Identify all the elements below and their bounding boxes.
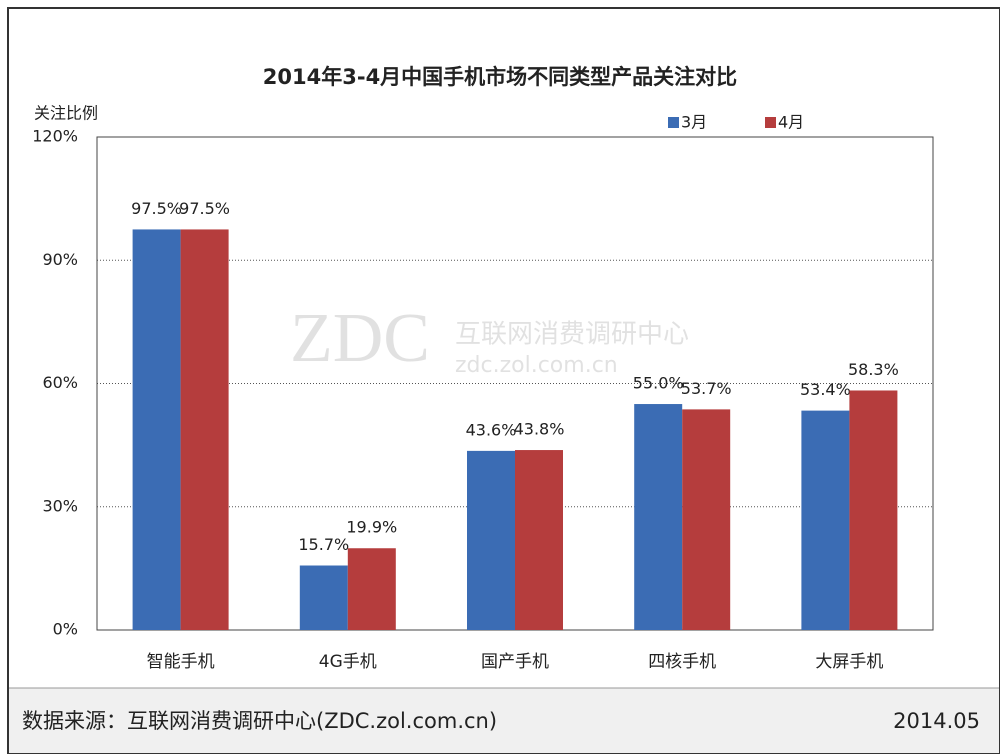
value-label: 19.9% (346, 518, 397, 537)
y-tick-label: 30% (42, 496, 78, 515)
value-label: 43.8% (514, 420, 565, 439)
value-label: 53.4% (800, 380, 851, 399)
watermark-url: zdc.zol.com.cn (455, 353, 618, 378)
value-label: 97.5% (131, 199, 182, 218)
bar (299, 565, 348, 630)
legend-swatch (765, 117, 776, 128)
x-tick-label: 4G手机 (319, 652, 377, 672)
watermark-name: 互联网消费调研中心 (455, 320, 689, 350)
y-tick-label: 90% (42, 250, 78, 269)
value-label: 97.5% (179, 199, 230, 218)
bar (682, 409, 731, 630)
bar (180, 229, 229, 630)
chart-title: 2014年3-4月中国手机市场不同类型产品关注对比 (263, 65, 737, 89)
value-label: 55.0% (633, 374, 684, 393)
x-tick-label: 大屏手机 (815, 652, 883, 672)
x-tick-label: 智能手机 (147, 652, 215, 672)
bar (347, 548, 396, 630)
legend-swatch (668, 117, 679, 128)
bar (515, 450, 563, 630)
x-tick-label: 四核手机 (648, 652, 716, 672)
value-label: 53.7% (681, 379, 732, 398)
value-label: 58.3% (848, 360, 899, 379)
y-tick-label: 60% (42, 373, 78, 392)
date: 2014.05 (893, 709, 980, 733)
bar (801, 410, 850, 630)
footer-band (9, 688, 999, 753)
bar (634, 404, 683, 630)
watermark-logo: ZDC (290, 300, 430, 377)
watermark: ZDC 互联网消费调研中心 zdc.zol.com.cn (290, 300, 689, 378)
x-tick-label: 国产手机 (481, 652, 549, 672)
bar (849, 390, 898, 630)
y-tick-label: 120% (32, 127, 78, 146)
legend-label: 4月 (778, 113, 804, 132)
source: 数据来源：互联网消费调研中心(ZDC.zol.com.cn) (22, 709, 497, 733)
y-tick-label: 0% (53, 620, 78, 639)
legend-label: 3月 (681, 113, 707, 132)
bar (132, 229, 181, 630)
value-label: 15.7% (298, 535, 349, 554)
value-label: 43.6% (466, 420, 517, 439)
y-axis-label: 关注比例 (34, 104, 98, 123)
bar (467, 450, 515, 630)
